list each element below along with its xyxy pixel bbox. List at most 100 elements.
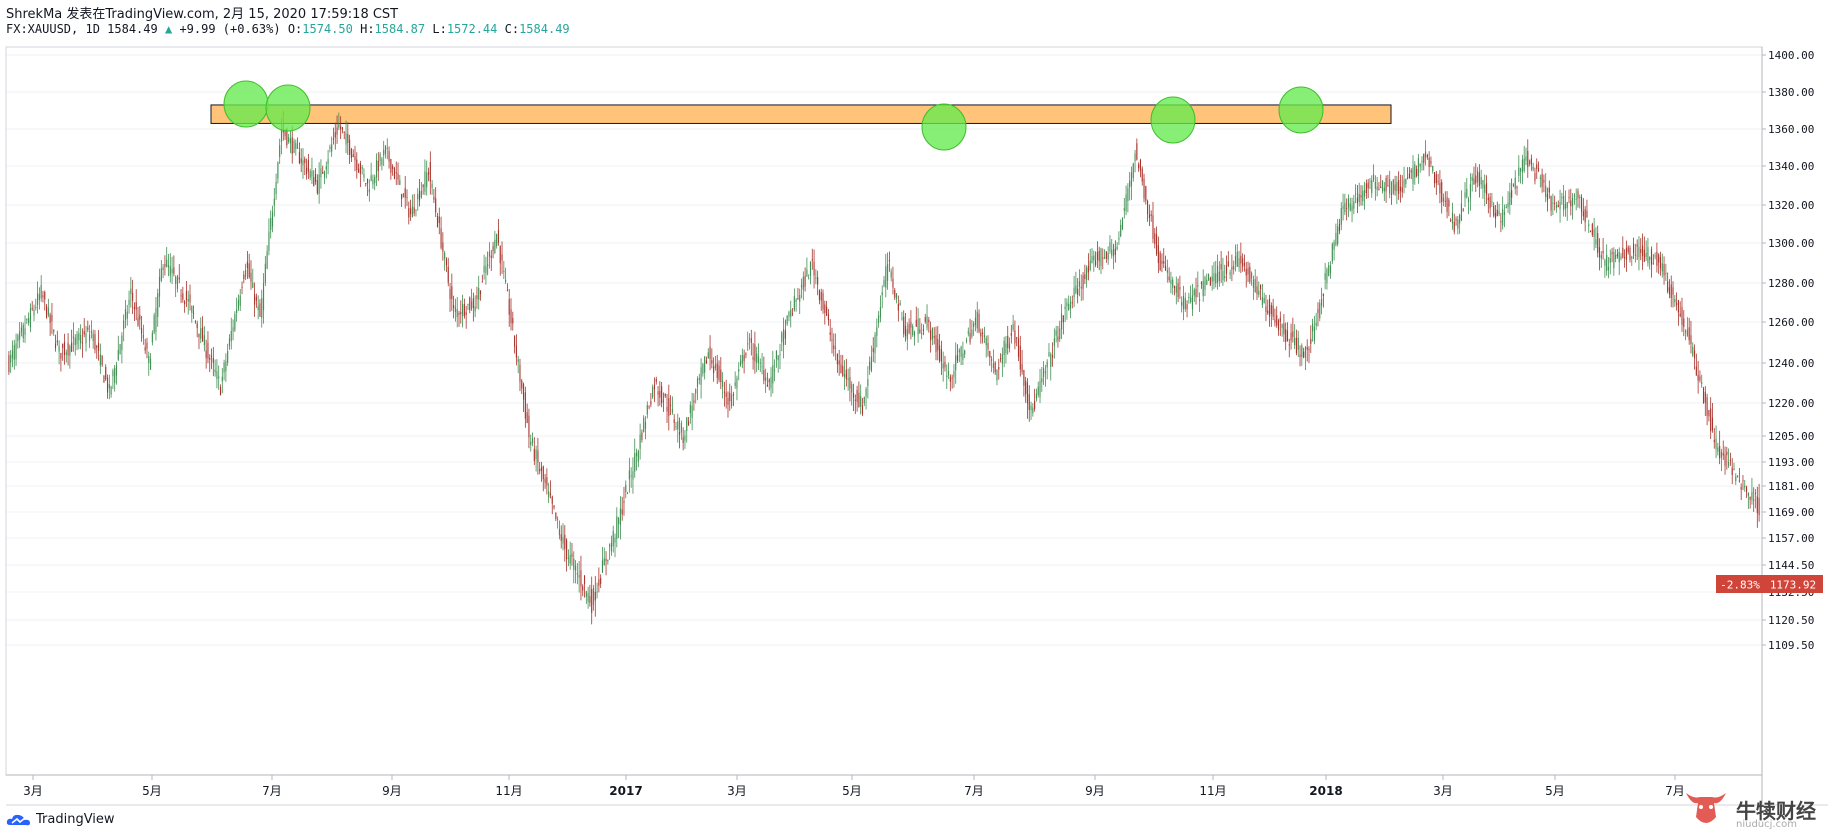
candle-body — [1389, 179, 1391, 194]
candle-body — [937, 339, 939, 351]
candle-body — [1355, 193, 1357, 195]
candle-body — [919, 329, 921, 333]
candle-body — [1394, 184, 1396, 191]
candle-body — [553, 505, 555, 508]
candle-body — [322, 172, 324, 174]
candle-body — [843, 374, 846, 377]
resistance-zone-layer[interactable] — [210, 104, 1392, 124]
candle-body — [1503, 212, 1506, 215]
candle-body — [366, 178, 369, 184]
candle-body — [876, 327, 878, 336]
candle-body — [1756, 496, 1758, 514]
candle-body — [956, 354, 959, 361]
candle-body — [1034, 400, 1036, 409]
candle-body — [813, 261, 815, 276]
candle-body — [627, 492, 629, 494]
candle-body — [700, 367, 702, 385]
candle-body — [1613, 251, 1615, 269]
symbol-label[interactable]: FX:XAUUSD, 1D — [6, 22, 100, 36]
peak-highlight-circle[interactable] — [265, 84, 311, 132]
candle-body — [793, 295, 795, 311]
candle-body — [1557, 205, 1559, 208]
price-tick-label: 1181.00 — [1768, 480, 1814, 493]
candle-body — [1433, 172, 1436, 184]
candle-body — [1649, 256, 1651, 260]
peak-highlights[interactable] — [223, 80, 1324, 151]
candle-body — [1234, 256, 1237, 265]
candle-body — [958, 350, 960, 353]
candle-body — [338, 124, 340, 128]
peak-highlight-circle[interactable] — [921, 103, 967, 151]
candle-body — [45, 306, 48, 318]
candle-body — [1546, 194, 1549, 201]
candle-body — [1247, 268, 1249, 275]
price-tick-label: 1320.00 — [1768, 199, 1814, 212]
candle-body — [1740, 487, 1742, 490]
candle-body — [424, 171, 426, 192]
price-axis[interactable]: 1400.00 1380.00 1360.00 1340.00 1320.00 1300.… — [1762, 49, 1814, 652]
candle-body — [1408, 173, 1410, 179]
candle-body — [1294, 337, 1296, 346]
peak-highlight-circle[interactable] — [1150, 96, 1196, 144]
candle-body — [124, 309, 127, 320]
candle-body — [90, 331, 92, 334]
candle-body — [33, 309, 35, 316]
candle-body — [358, 168, 360, 173]
watermark: 牛犊财经 niuducj.com — [1684, 789, 1816, 830]
resistance-zone[interactable] — [210, 104, 1392, 124]
candle-body — [1035, 393, 1037, 399]
candle-body — [438, 216, 440, 224]
time-axis[interactable]: 3月 5月 7月 9月 11月 2017 3月 5月 7月 9月 11月 2018 3月 5月 7月 — [23, 775, 1685, 798]
candle-body — [1532, 166, 1534, 170]
candle-body — [1077, 288, 1079, 296]
candle-body — [1403, 179, 1405, 187]
candle-body — [1568, 197, 1570, 199]
candle-body — [731, 394, 733, 406]
candle-body — [13, 345, 15, 360]
candle-body — [1745, 487, 1748, 493]
candle-body — [765, 377, 767, 381]
candle-body — [151, 332, 153, 343]
candle-body — [1417, 158, 1419, 177]
candle-body — [383, 149, 385, 156]
candle-body — [347, 134, 349, 144]
price-tick-label: 1400.00 — [1768, 49, 1814, 62]
candle-body — [922, 329, 925, 331]
candle-body — [1267, 310, 1269, 314]
candle-body — [1466, 189, 1468, 198]
candle-body — [1498, 211, 1500, 214]
candle-body — [1374, 181, 1376, 189]
candle-body — [838, 360, 840, 365]
candle-body — [739, 360, 742, 366]
candle-body — [1627, 247, 1629, 253]
candle-body — [743, 355, 745, 362]
candle-body — [1306, 347, 1308, 350]
candle-body — [325, 166, 327, 170]
candle-body — [1177, 283, 1179, 298]
tradingview-footer[interactable]: TradingView — [6, 812, 115, 827]
candle-body — [297, 147, 299, 149]
candle-body — [381, 158, 383, 165]
candle-body — [1502, 209, 1504, 226]
candle-body — [234, 314, 236, 331]
candle-body — [447, 266, 449, 283]
candle-body — [1701, 382, 1703, 384]
candle-body — [1147, 201, 1149, 215]
candle-body — [311, 170, 313, 177]
candle-body — [1478, 172, 1480, 187]
peak-highlight-circle[interactable] — [223, 80, 269, 128]
candle-body — [1717, 447, 1719, 452]
candle-body — [917, 318, 919, 335]
candle-body — [1111, 249, 1113, 256]
candle-body — [1520, 168, 1522, 172]
candle-body — [176, 275, 179, 289]
candle-body — [418, 190, 421, 201]
candle-body — [397, 173, 399, 180]
candle-body — [1329, 265, 1332, 274]
candle-body — [1046, 361, 1048, 368]
peak-highlight-circle[interactable] — [1278, 86, 1324, 134]
candle-body — [1444, 200, 1446, 202]
candle-body — [1616, 254, 1618, 256]
candle-body — [458, 312, 460, 315]
